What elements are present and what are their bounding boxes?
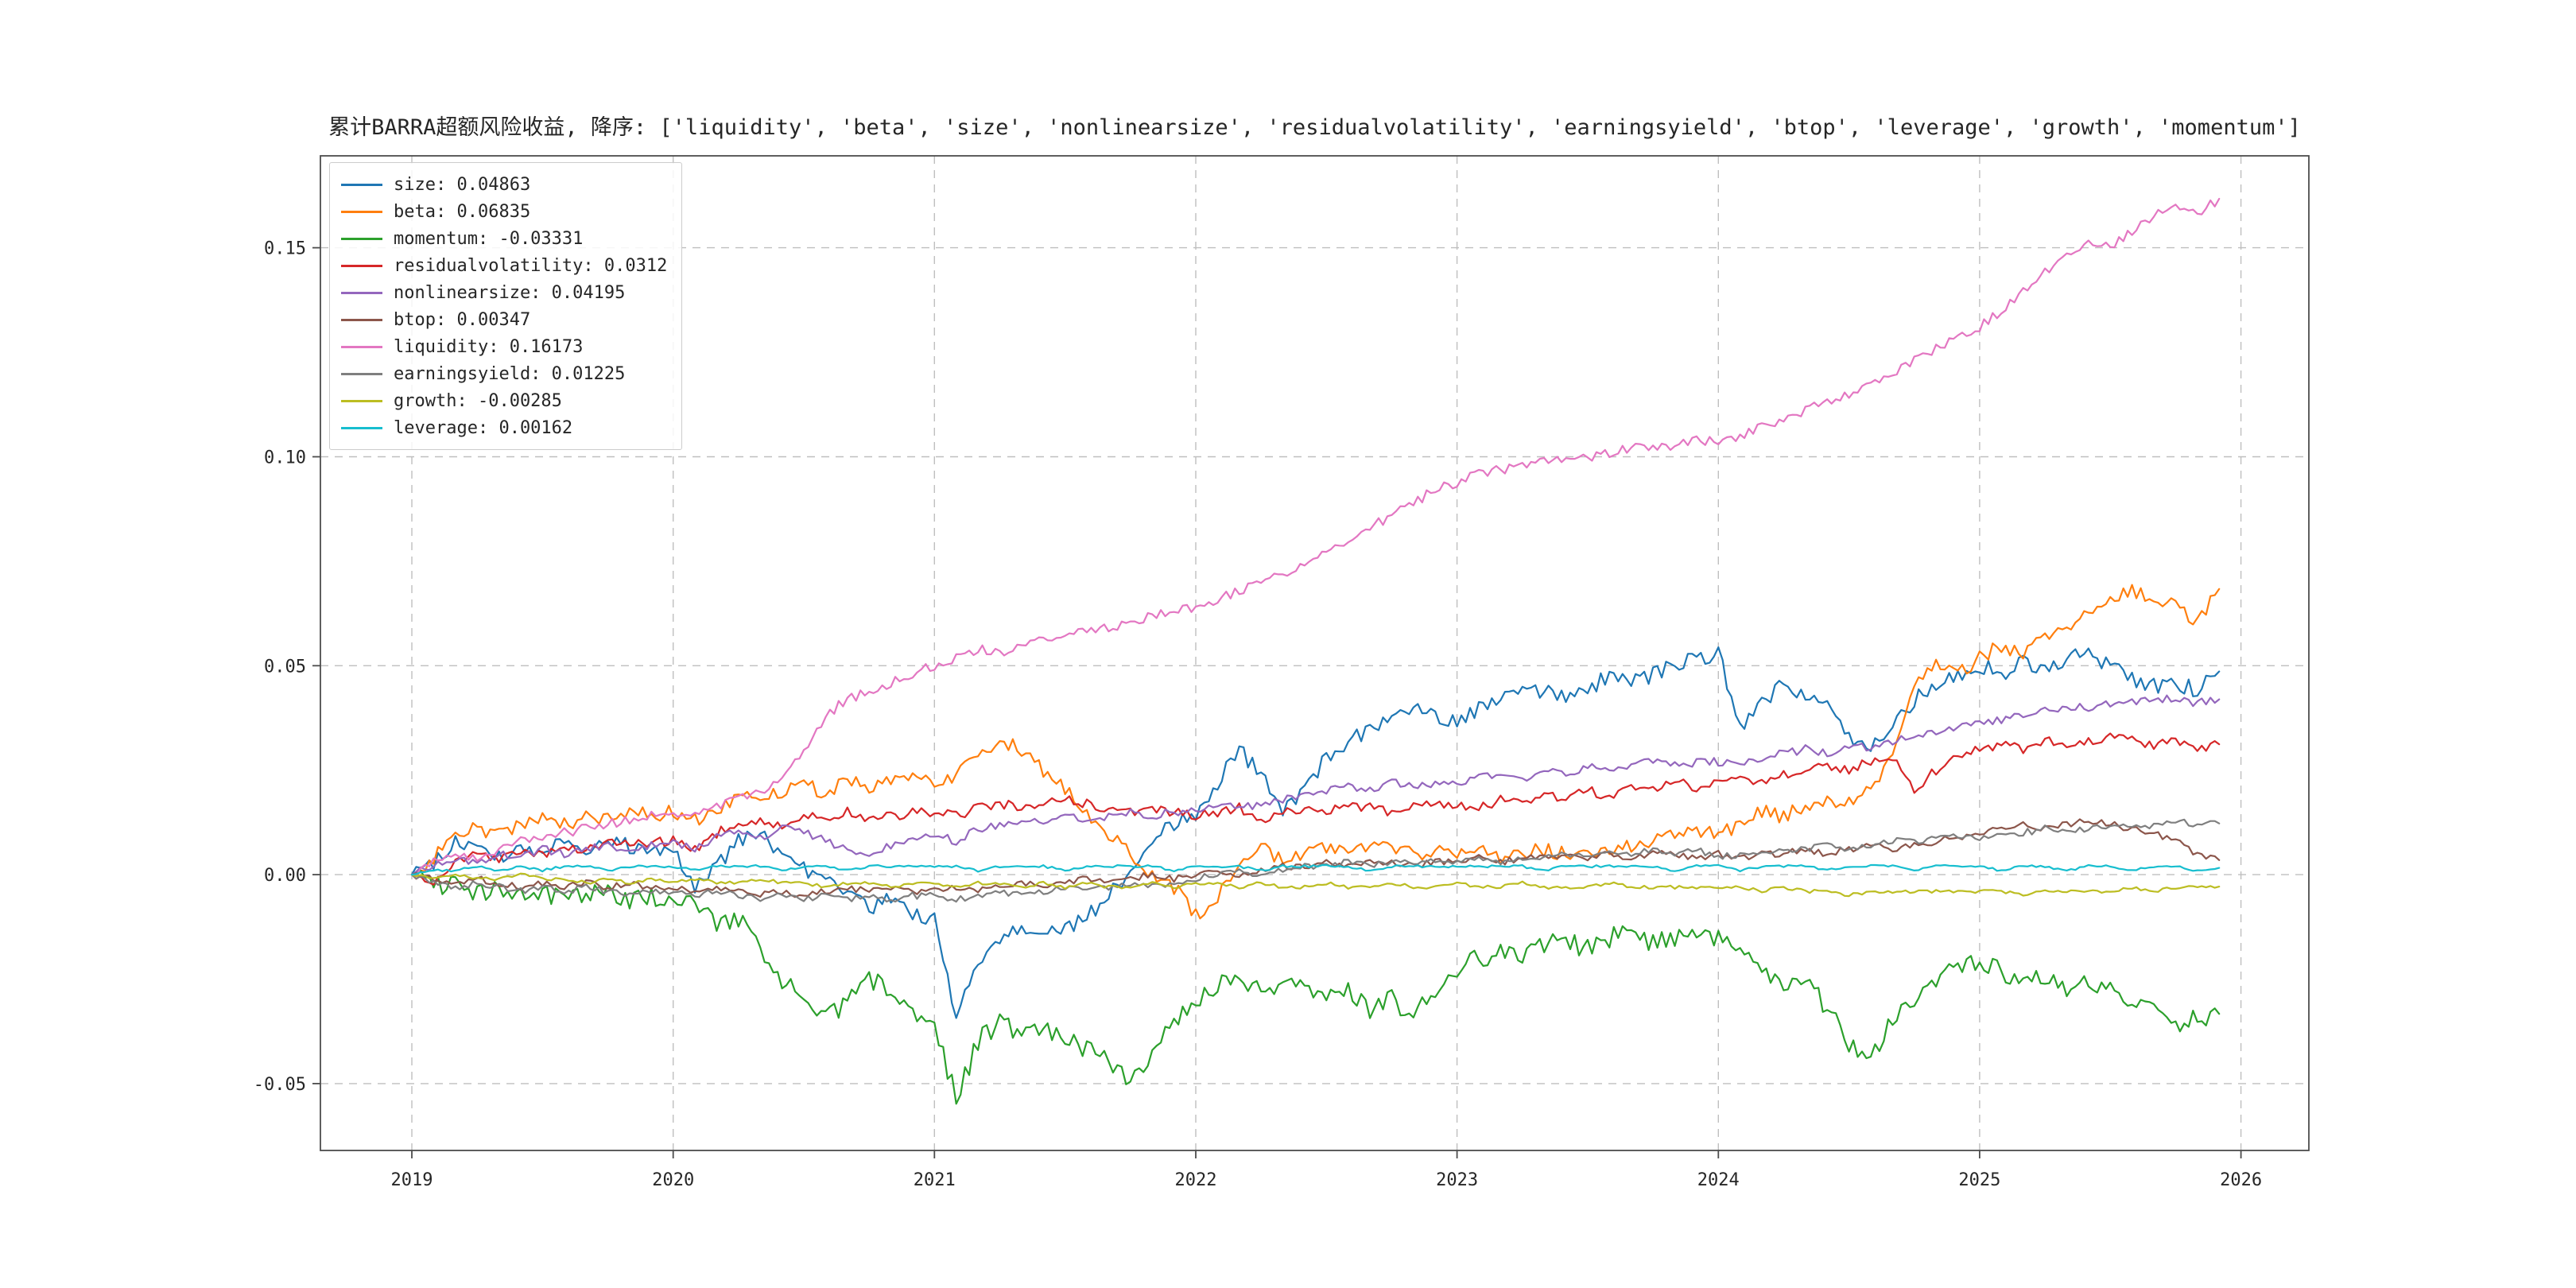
series-line-size [410, 646, 2221, 1019]
chart-title: 累计BARRA超额风险收益, 降序: ['liquidity', 'beta',… [328, 115, 2301, 140]
series-line-leverage [410, 863, 2221, 876]
y-tick-label: 0.05 [264, 657, 306, 677]
series-line-nonlinearsize [410, 694, 2221, 876]
legend-line-swatch [341, 399, 382, 402]
legend-item-nonlinearsize: nonlinearsize: 0.04195 [341, 279, 667, 306]
axes-spines [320, 155, 2310, 1151]
series-line-residualvolatility [410, 732, 2221, 886]
legend-line-swatch [341, 210, 382, 213]
legend-item-leverage: leverage: 0.00162 [341, 414, 667, 441]
y-tick-label: 0.15 [264, 239, 306, 259]
legend-item-btop: btop: 0.00347 [341, 306, 667, 333]
x-tick-label: 2023 [1436, 1170, 1478, 1190]
legend-item-growth: growth: -0.00285 [341, 387, 667, 414]
x-tick-label: 2022 [1175, 1170, 1217, 1190]
legend-item-earningsyield: earningsyield: 0.01225 [341, 360, 667, 387]
legend-label: nonlinearsize: 0.04195 [394, 282, 626, 303]
legend-item-liquidity: liquidity: 0.16173 [341, 333, 667, 360]
legend-line-swatch [341, 318, 382, 321]
legend: size: 0.04863 beta: 0.06835 momentum: -0.0… [329, 162, 683, 450]
legend-line-swatch [341, 345, 382, 348]
x-tick-label: 2025 [1958, 1170, 2000, 1190]
y-tick-label: -0.05 [254, 1075, 306, 1095]
legend-label: btop: 0.00347 [394, 309, 531, 330]
legend-label: momentum: -0.03331 [394, 228, 584, 249]
y-tick-label: 0.00 [264, 866, 306, 886]
y-tick-label: 0.10 [264, 448, 306, 468]
x-tick-label: 2024 [1697, 1170, 1740, 1190]
x-tick-label: 2020 [652, 1170, 694, 1190]
legend-label: residualvolatility: 0.0312 [394, 255, 668, 276]
legend-label: liquidity: 0.16173 [394, 336, 584, 357]
series-line-btop [410, 818, 2221, 898]
x-tick-label: 2026 [2220, 1170, 2262, 1190]
legend-item-beta: beta: 0.06835 [341, 198, 667, 225]
legend-label: size: 0.04863 [394, 174, 531, 195]
series-line-liquidity [410, 197, 2221, 877]
legend-line-swatch [341, 372, 382, 375]
series-line-growth [410, 872, 2221, 898]
legend-label: earningsyield: 0.01225 [394, 363, 626, 384]
legend-label: leverage: 0.00162 [394, 417, 573, 438]
x-tick-label: 2019 [391, 1170, 433, 1190]
legend-line-swatch [341, 291, 382, 294]
legend-line-swatch [341, 264, 382, 267]
legend-line-swatch [341, 183, 382, 186]
legend-line-swatch [341, 426, 382, 429]
legend-label: beta: 0.06835 [394, 201, 531, 222]
legend-item-momentum: momentum: -0.03331 [341, 225, 667, 252]
legend-line-swatch [341, 237, 382, 240]
series-line-momentum [410, 869, 2221, 1105]
legend-item-size: size: 0.04863 [341, 171, 667, 198]
x-tick-label: 2021 [914, 1170, 956, 1190]
series-line-earningsyield [410, 818, 2221, 903]
legend-item-residualvolatility: residualvolatility: 0.0312 [341, 252, 667, 279]
legend-label: growth: -0.00285 [394, 390, 562, 411]
series-line-beta [410, 584, 2221, 920]
